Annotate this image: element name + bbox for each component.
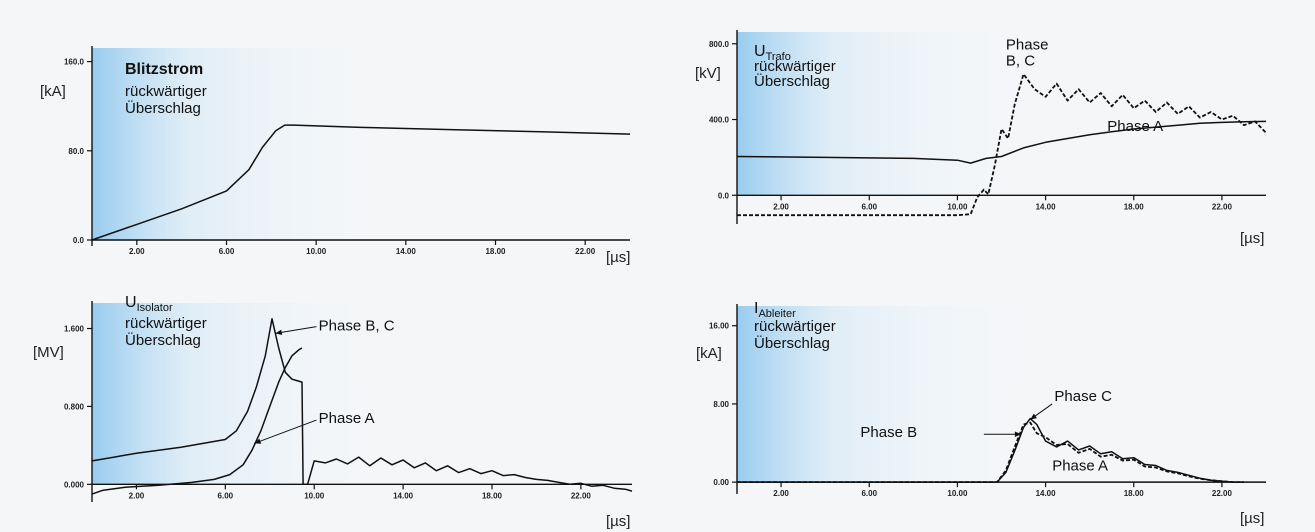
annotation-arrowhead [254,438,262,444]
y-axis-label: [kV] [695,65,721,82]
chart-subtitle-line: rückwärtiger [125,315,207,332]
y-tick-label: 400.0 [709,116,730,125]
series-line-phase-a [736,120,1267,164]
x-tick-label: 10.00 [947,202,968,211]
chart-subtitle-line: Überschlag [125,99,201,117]
x-tick-label: 22.00 [575,247,596,256]
chart-subtitle-line: rückwärtiger [754,58,836,75]
chart-u-trafo: 0.0 400.0 800.0 2.00 6.00 10.00 14.00 18.00 22.0… [695,30,1267,247]
annotation-leader [254,419,317,444]
series-annotation: Phase A [1052,457,1108,474]
x-tick-label: 10.00 [304,491,325,500]
series-annotation: B, C [1006,52,1035,69]
x-tick-label: 6.00 [219,247,235,256]
chart-title: IAbleiter [754,300,796,320]
y-tick-label: 0.0 [73,236,85,245]
x-tick-label: 6.00 [861,202,877,211]
series-line-current [91,124,631,241]
x-axis-label: [µs] [1240,510,1264,527]
y-tick-label: 0.00 [713,478,729,487]
series-line-phase-b-c [91,318,633,492]
y-tick-label: 80.0 [68,147,84,156]
chart-title: UIsolator [125,294,173,314]
x-tick-label: 6.00 [861,489,877,498]
y-axis-label: [kA] [40,83,66,100]
chart-subtitle-line: rückwärtiger [125,83,207,100]
x-axis-label: [µs] [1240,230,1264,247]
chart-subtitle-line: rückwärtiger [754,318,836,335]
chart-title: UTrafo [754,43,791,63]
annotation-arrowhead [1030,413,1037,420]
x-tick-label: 14.00 [1036,202,1057,211]
annotation-leader [275,326,317,334]
y-tick-label: 1.600 [64,325,85,334]
x-tick-label: 2.00 [773,489,789,498]
x-tick-label: 14.00 [1036,489,1057,498]
series-annotation: Phase B, C [319,317,395,334]
y-tick-label: 0.800 [64,402,85,411]
x-tick-label: 18.00 [1124,489,1145,498]
annotation-arrowhead [275,329,283,336]
x-tick-label: 18.00 [1124,202,1145,211]
chart-i-ableiter: 0.00 8.00 16.00 2.00 6.00 10.00 14.00 18.00 22.0… [696,300,1266,527]
y-tick-label: 800.0 [709,40,730,49]
series-annotation: Phase B [860,424,917,441]
x-tick-label: 14.00 [393,491,414,500]
chart-blitzstrom: 0.0 80.0 160.0 2.00 6.00 10.00 14.00 18.00 22.00… [40,46,631,266]
x-tick-label: 2.00 [129,491,145,500]
series-line-phase-b-c [737,73,1267,217]
y-axis-label: [MV] [33,344,64,361]
x-tick-label: 22.00 [1212,202,1233,211]
chart-title: Blitzstrom [125,61,203,78]
x-tick-label: 22.00 [571,491,592,500]
y-tick-label: 16.00 [709,322,730,331]
chart-u-isolator: 0.000 0.800 1.600 2.00 6.00 10.00 14.00 18.00 22… [33,294,633,530]
chart-subtitle-line: Überschlag [125,331,201,349]
x-tick-label: 18.00 [485,247,506,256]
x-tick-label: 22.00 [1212,489,1233,498]
x-axis-label: [µs] [606,513,630,530]
y-tick-label: 160.0 [64,58,85,67]
y-tick-label: 8.00 [713,400,729,409]
x-tick-label: 2.00 [129,247,145,256]
series-annotation: Phase C [1054,388,1112,405]
series-annotation: Phase A [319,410,375,427]
x-tick-label: 10.00 [306,247,327,256]
x-tick-label: 6.00 [218,491,234,500]
x-tick-label: 18.00 [482,491,503,500]
series-line-phase-a [91,347,303,495]
plot-shading [92,48,415,240]
y-axis-label: [kA] [696,345,722,362]
x-axis-label: [µs] [606,249,630,266]
series-annotation: Phase A [1107,118,1163,135]
chart-subtitle-line: Überschlag [754,72,830,90]
y-tick-label: 0.000 [64,480,85,489]
x-tick-label: 10.00 [947,489,968,498]
chart-subtitle-line: Überschlag [754,334,830,352]
plot-shading [737,306,1055,483]
annotation-arrowhead [1014,431,1022,437]
series-line-phase-b [737,421,1244,483]
x-tick-label: 2.00 [773,202,789,211]
x-tick-label: 14.00 [396,247,417,256]
y-tick-label: 0.0 [718,191,730,200]
series-annotation: Phase [1006,36,1049,53]
plot-shading [737,32,1055,196]
